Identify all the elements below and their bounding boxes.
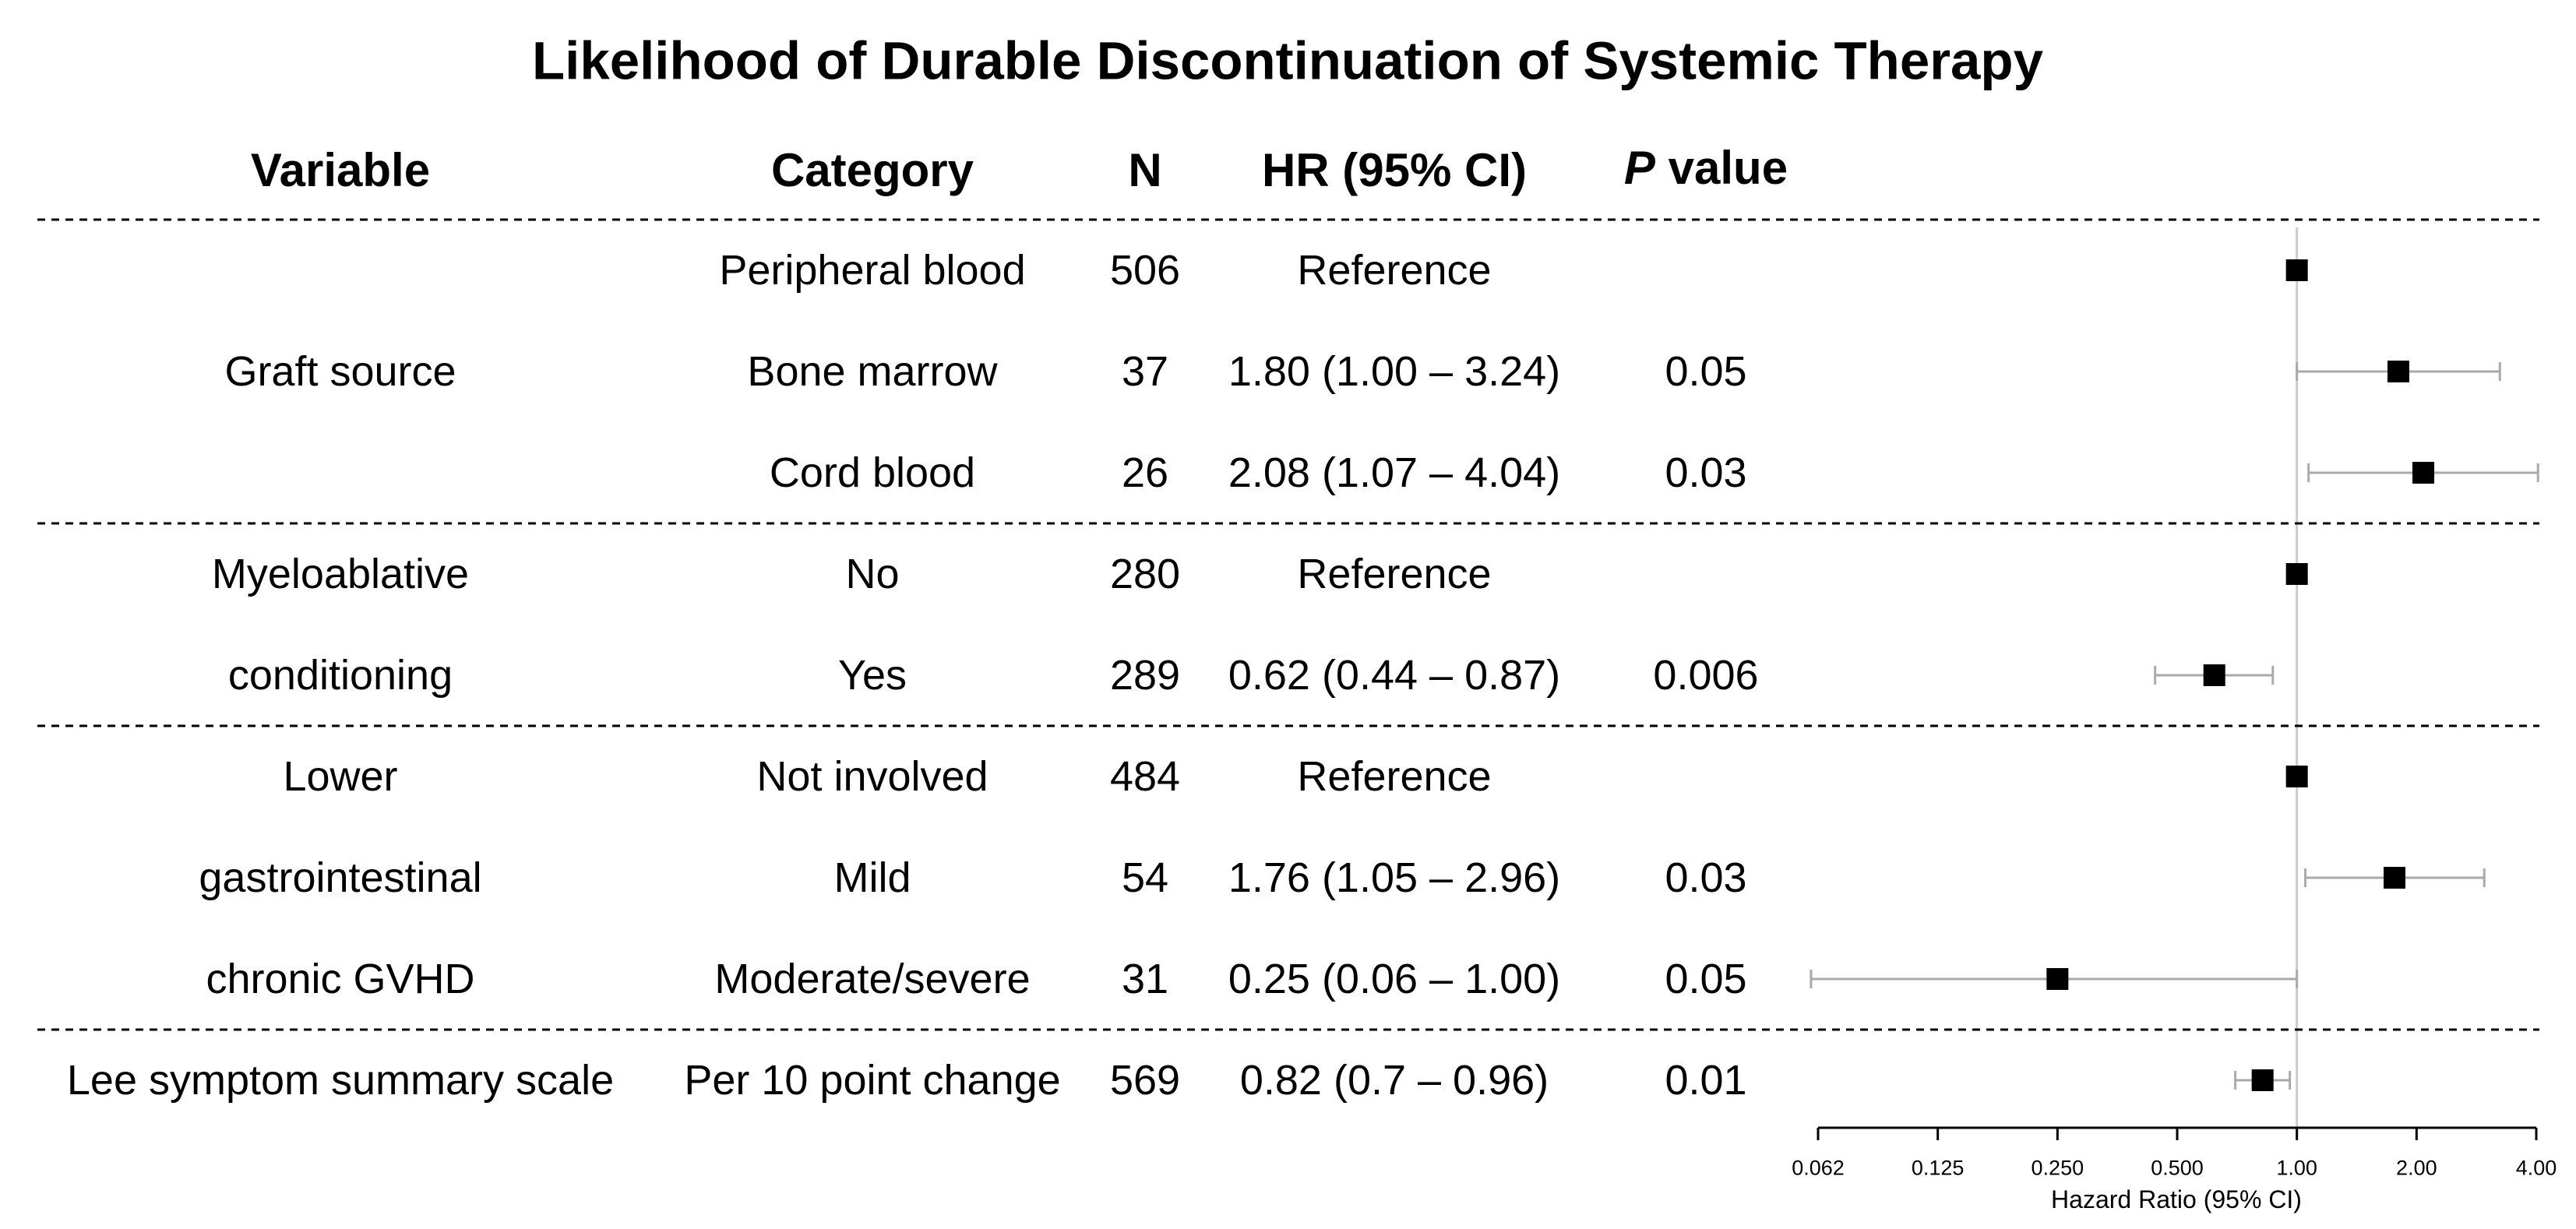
hr-marker-6: [2383, 867, 2405, 889]
p-value-cell: 0.05: [1665, 956, 1747, 1002]
n-cell: 31: [1121, 956, 1169, 1002]
n-cell: 289: [1109, 652, 1181, 699]
variable-label: chronic GVHD: [206, 956, 475, 1002]
x-tick-label: 4.00: [2515, 1156, 2557, 1180]
category-cell: Per 10 point change: [684, 1057, 1061, 1104]
hr-cell: Reference: [1297, 753, 1492, 800]
n-cell: 54: [1121, 854, 1169, 901]
variable-label: conditioning: [227, 652, 453, 699]
hr-marker-5: [2285, 766, 2308, 787]
category-cell: No: [845, 551, 900, 597]
category-cell: Yes: [837, 652, 907, 699]
p-value-cell: 0.03: [1665, 854, 1747, 901]
hr-cell: Reference: [1297, 247, 1492, 294]
category-cell: Mild: [833, 854, 911, 901]
hr-marker-7: [2046, 968, 2069, 990]
hr-marker-1: [2387, 361, 2409, 382]
x-tick-label: 0.062: [1792, 1156, 1845, 1180]
n-cell: 280: [1109, 551, 1181, 597]
x-tick-label: 0.500: [2151, 1156, 2204, 1180]
hr-marker-2: [2412, 462, 2435, 484]
variable-label: Lee symptom summary scale: [66, 1057, 615, 1104]
header-n: N: [1128, 144, 1162, 196]
category-cell: Peripheral blood: [719, 247, 1026, 294]
n-cell: 26: [1121, 449, 1169, 496]
x-tick-label: 1.00: [2276, 1156, 2317, 1180]
variable-label: Lower: [283, 753, 398, 800]
category-cell: Cord blood: [769, 449, 976, 496]
p-value-cell: 0.03: [1665, 449, 1747, 496]
x-tick-label: 0.125: [1911, 1156, 1965, 1180]
n-cell: 569: [1109, 1057, 1181, 1104]
category-cell: Bone marrow: [747, 348, 998, 395]
hr-cell: 0.82 (0.7 – 0.96): [1239, 1057, 1549, 1104]
hr-cell: 1.76 (1.05 – 2.96): [1228, 854, 1561, 901]
hr-cell: 1.80 (1.00 – 3.24): [1228, 348, 1561, 395]
category-cell: Moderate/severe: [714, 956, 1031, 1002]
header-category: Category: [770, 144, 974, 196]
x-axis-label: Hazard Ratio (95% CI): [2051, 1185, 2302, 1213]
n-cell: 506: [1109, 247, 1181, 294]
header-variable: Variable: [250, 144, 431, 196]
chart-title: Likelihood of Durable Discontinuation of…: [532, 30, 2043, 91]
variable-label: gastrointestinal: [199, 854, 482, 901]
hr-marker-4: [2203, 664, 2225, 686]
variable-label: Myeloablative: [211, 551, 470, 597]
hr-cell: 2.08 (1.07 – 4.04): [1228, 449, 1561, 496]
hr-marker-3: [2285, 563, 2308, 585]
p-value-cell: 0.006: [1653, 652, 1759, 699]
hr-marker-0: [2285, 259, 2308, 281]
n-cell: 484: [1109, 753, 1181, 800]
header-hr: HR (95% CI): [1261, 144, 1528, 196]
p-value-cell: 0.01: [1665, 1057, 1747, 1104]
header-p-italic: P: [1623, 142, 1655, 194]
hr-cell: 0.25 (0.06 – 1.00): [1228, 956, 1561, 1002]
hr-cell: 0.62 (0.44 – 0.87): [1228, 652, 1561, 699]
header-p-suffix: value: [1668, 142, 1788, 194]
hr-cell: Reference: [1297, 551, 1492, 597]
x-tick-label: 0.250: [2031, 1156, 2084, 1180]
p-value-cell: 0.05: [1665, 348, 1747, 395]
header-p-value: P value: [1624, 145, 1788, 192]
variable-label: Graft source: [224, 348, 456, 395]
x-tick-label: 2.00: [2396, 1156, 2437, 1180]
n-cell: 37: [1121, 348, 1169, 395]
category-cell: Not involved: [756, 753, 988, 800]
hr-marker-8: [2251, 1069, 2274, 1091]
